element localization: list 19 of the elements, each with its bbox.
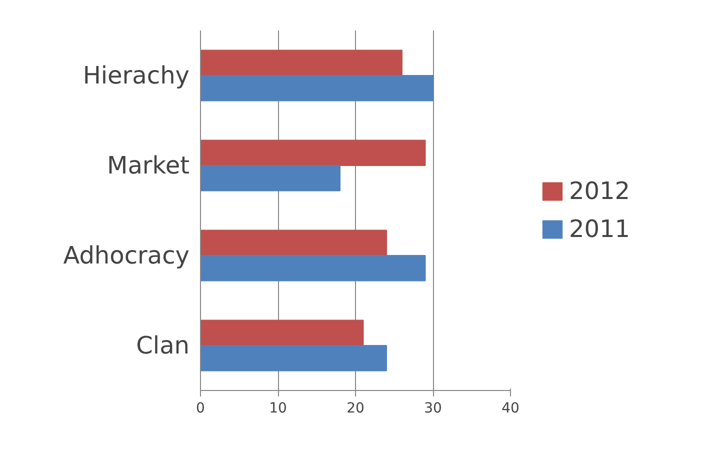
legend-label: 2012 [569,177,630,205]
y-tick-label: Adhocracy [63,242,190,270]
x-tick-label: 40 [502,400,520,416]
y-tick-label: Hierachy [82,62,190,90]
bar [200,75,434,102]
bar [200,320,364,346]
y-tick-label: Clan [136,332,190,360]
y-tick-label: Market [107,152,190,180]
x-tick-label: 10 [269,400,287,416]
bar [200,50,402,76]
x-tick-label: 30 [424,400,442,416]
bar [200,230,387,256]
bar [200,165,340,192]
bar [200,140,426,166]
bar [200,255,426,282]
bar [200,345,387,372]
x-tick-label: 20 [346,400,364,416]
x-tick-label: 0 [196,400,205,416]
legend-label: 2011 [569,215,630,243]
